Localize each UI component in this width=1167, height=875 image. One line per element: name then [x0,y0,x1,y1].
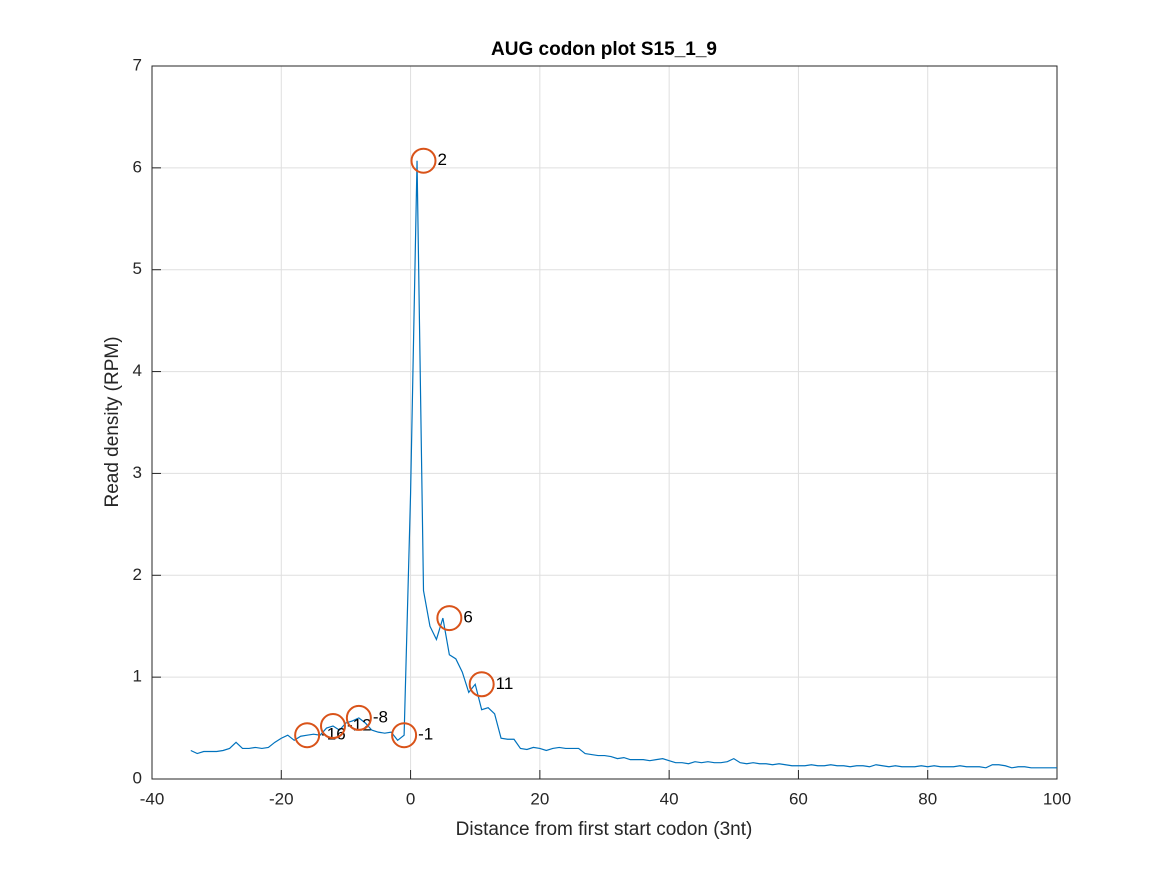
x-tick-label: 80 [918,789,937,808]
axes-box [151,65,1058,780]
y-tick-label: 3 [133,463,142,482]
x-tick-label: -40 [140,789,165,808]
x-tick-label: 40 [660,789,679,808]
x-tick-label: 0 [406,789,415,808]
point-label: 11 [496,674,514,693]
plot-area [152,66,1057,779]
y-tick-label: 6 [133,157,142,176]
y-tick-label: 0 [133,768,142,787]
point-label: -8 [373,707,388,726]
data-line [190,160,1057,769]
y-tick-label: 1 [133,667,142,686]
x-axis-label: Distance from first start codon (3nt) [456,819,753,840]
y-tick-label: 5 [133,259,142,278]
point-label: 6 [463,608,472,627]
x-tick-label: -20 [269,789,294,808]
y-axis-label: Read density (RPM) [102,336,123,507]
point-label: -16 [321,725,346,744]
x-tick-label: 20 [530,789,549,808]
chart-title: AUG codon plot S15_1_9 [491,39,717,60]
x-tick-label: 100 [1043,789,1071,808]
point-label: -12 [347,716,372,735]
marker [391,722,418,749]
marker [345,704,372,731]
marker [410,147,437,174]
y-tick-label: 7 [133,55,142,74]
y-tick-label: 2 [133,565,142,584]
marker [294,722,321,749]
point-label: -1 [418,725,433,744]
x-tick-label: 60 [789,789,808,808]
marker [320,713,346,740]
marker [468,671,495,698]
point-label: 2 [438,150,447,169]
marker [436,605,463,632]
y-tick-label: 4 [133,361,142,380]
